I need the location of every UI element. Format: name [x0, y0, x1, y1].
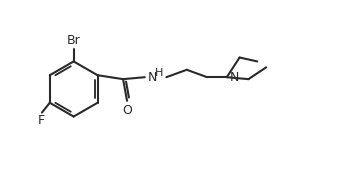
Text: N: N	[230, 71, 239, 84]
Text: Br: Br	[67, 34, 80, 47]
Text: O: O	[122, 104, 132, 117]
Text: F: F	[37, 114, 44, 127]
Text: N: N	[148, 71, 157, 84]
Text: H: H	[155, 68, 163, 78]
